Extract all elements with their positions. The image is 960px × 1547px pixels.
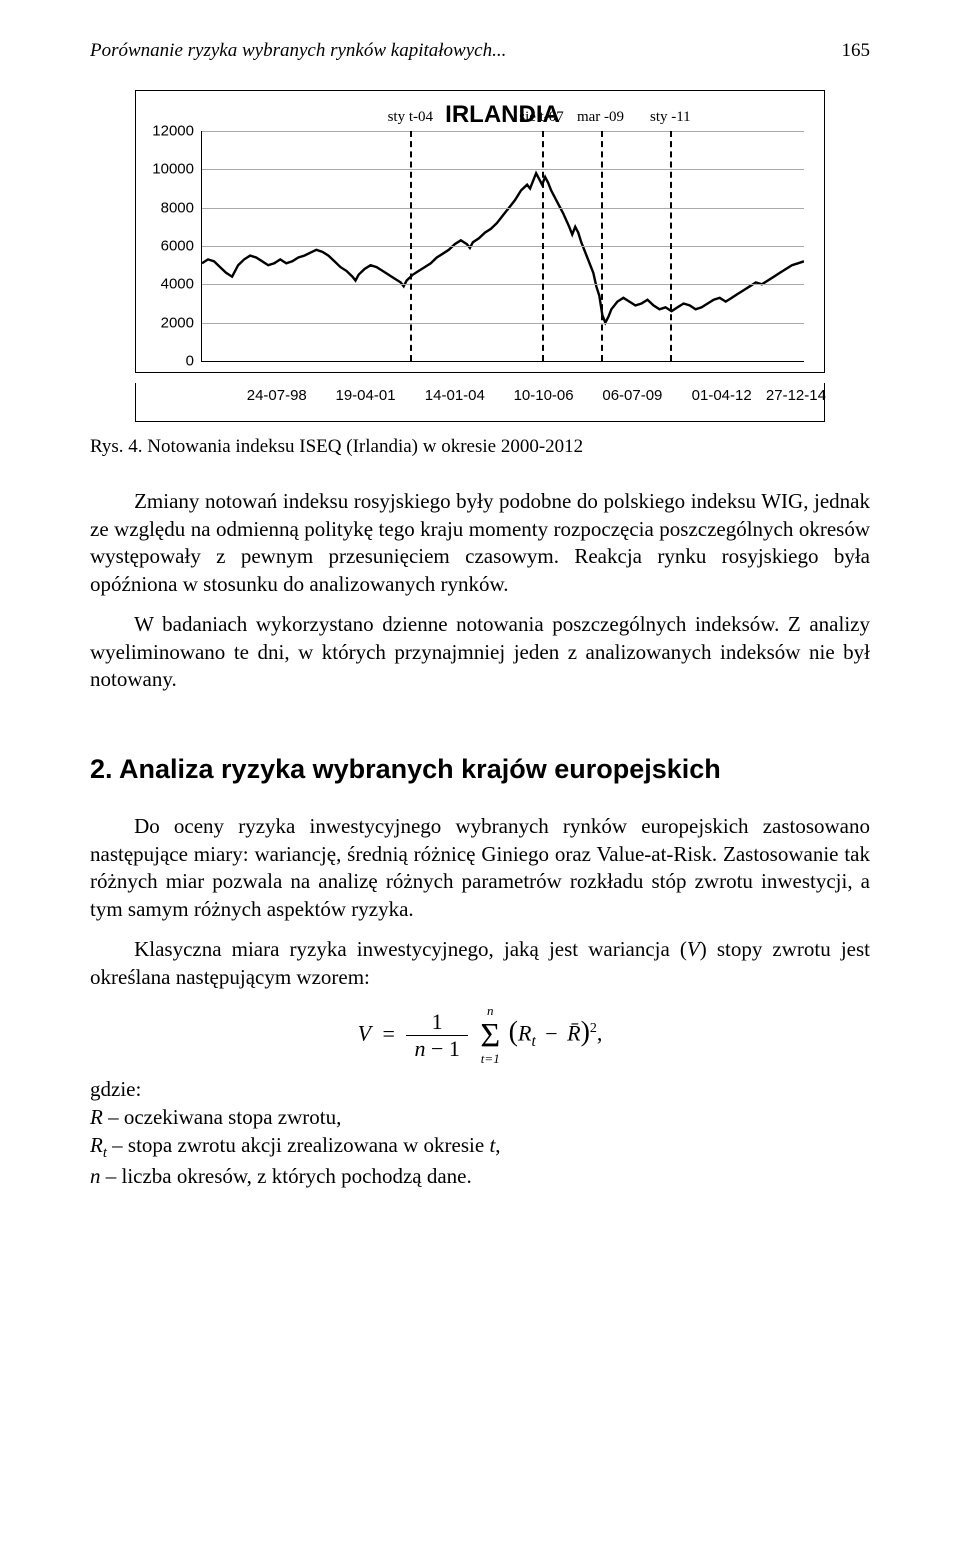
gridline <box>202 284 804 285</box>
y-tick-label: 4000 <box>161 276 194 293</box>
where-line-1: R – oczekiwana stopa zwrotu, <box>90 1104 870 1132</box>
formula-eq: = <box>383 1021 395 1046</box>
denom-n: n <box>414 1036 425 1061</box>
p4-var-symbol: V <box>687 937 700 961</box>
formula-denominator: n − 1 <box>406 1036 467 1062</box>
x-tick-label: 24-07-98 <box>247 387 307 404</box>
section-heading: 2. Analiza ryzyka wybranych krajów europ… <box>90 754 870 785</box>
chart-event-label: sty -11 <box>650 109 691 126</box>
formula-rt-sub: t <box>531 1033 535 1050</box>
y-tick-label: 0 <box>186 353 194 370</box>
x-tick-label: 27-12-14 <box>766 387 826 404</box>
where-l2-txt: – stopa zwrotu akcji zrealizowana w okre… <box>107 1133 490 1157</box>
where-l3-txt: – liczba okresów, z których pochodzą dan… <box>101 1164 472 1188</box>
where-block: gdzie: R – oczekiwana stopa zwrotu, Rt –… <box>90 1076 870 1191</box>
formula-lhs: V <box>358 1021 371 1046</box>
formula-minus: − <box>545 1021 557 1046</box>
event-vline <box>410 131 412 361</box>
x-tick-label: 10-10-06 <box>514 387 574 404</box>
denom-one: 1 <box>449 1036 460 1061</box>
gridline <box>202 208 804 209</box>
y-tick-label: 2000 <box>161 314 194 331</box>
chart-event-label: sty t-04 <box>388 109 433 126</box>
x-tick-label: 14-01-04 <box>425 387 485 404</box>
sum-lower: t=1 <box>481 1051 500 1067</box>
body-paragraph-3: Do oceny ryzyka inwestycyjnego wybranych… <box>90 813 870 924</box>
x-tick-label: 06-07-09 <box>602 387 662 404</box>
body-paragraph-1: Zmiany notowań indeksu rosyjskiego były … <box>90 488 870 599</box>
formula-sum: n Σ t=1 <box>480 1017 500 1055</box>
chart-event-label: mar -09 <box>577 109 624 126</box>
event-vline <box>601 131 603 361</box>
running-header: Porównanie ryzyka wybranych rynków kapit… <box>90 40 870 62</box>
series-line <box>202 173 804 323</box>
paren-open: ( <box>509 1017 518 1048</box>
y-tick-label: 6000 <box>161 238 194 255</box>
plot-area: 020004000600080001000012000sty t-04sie t… <box>201 131 804 362</box>
where-line-3: n – liczba okresów, z których pochodzą d… <box>90 1163 870 1191</box>
formula-fraction: 1 n − 1 <box>406 1009 467 1062</box>
variance-formula: V = 1 n − 1 n Σ t=1 (Rt − R̄)2, <box>90 1009 870 1062</box>
gridline <box>202 323 804 324</box>
y-tick-label: 12000 <box>152 123 194 140</box>
event-vline <box>542 131 544 361</box>
where-rt: R <box>90 1133 103 1157</box>
where-label: gdzie: <box>90 1076 870 1104</box>
formula-comma: , <box>597 1021 603 1046</box>
event-vline <box>670 131 672 361</box>
x-axis-labels: 24-07-9819-04-0114-01-0410-10-0606-07-09… <box>266 387 804 415</box>
formula-rbar: R̄ <box>567 1021 580 1046</box>
body-paragraph-4: Klasyczna miara ryzyka inwestycyjnego, j… <box>90 936 870 991</box>
body-paragraph-2: W badaniach wykorzystano dzienne notowan… <box>90 611 870 694</box>
where-n: n <box>90 1164 101 1188</box>
figure-caption: Rys. 4. Notowania indeksu ISEQ (Irlandia… <box>90 436 870 458</box>
gridline <box>202 246 804 247</box>
x-axis-frame: 24-07-98 19-04-01 14-01-04 10-10-06 06-07-09… <box>135 383 825 422</box>
where-l2-end: , <box>495 1133 500 1157</box>
p4-prefix: Klasyczna miara ryzyka inwestycyjnego, j… <box>134 937 687 961</box>
gridline <box>202 131 804 132</box>
page: Porównanie ryzyka wybranych rynków kapit… <box>0 0 960 1251</box>
denom-minus: − <box>431 1036 443 1061</box>
where-line-2: Rt – stopa zwrotu akcji zrealizowana w o… <box>90 1132 870 1164</box>
where-l1-txt: – oczekiwana stopa zwrotu, <box>103 1105 342 1129</box>
gridline <box>202 169 804 170</box>
chart-container: IRLANDIA 020004000600080001000012000sty … <box>90 90 870 422</box>
x-tick-label: 19-04-01 <box>335 387 395 404</box>
paren-close: ) <box>581 1017 590 1048</box>
chart-header-row: IRLANDIA <box>201 101 804 131</box>
x-tick-label: 01-04-12 <box>692 387 752 404</box>
page-number: 165 <box>842 40 871 62</box>
formula-rt: R <box>518 1021 531 1046</box>
formula-numerator: 1 <box>406 1009 467 1036</box>
running-title: Porównanie ryzyka wybranych rynków kapit… <box>90 40 506 62</box>
sum-upper: n <box>487 1003 494 1019</box>
y-tick-label: 8000 <box>161 199 194 216</box>
formula-squared: 2 <box>590 1022 597 1037</box>
chart-frame: IRLANDIA 020004000600080001000012000sty … <box>135 90 825 373</box>
chart-event-label: sie t-07 <box>519 109 564 126</box>
where-r: R <box>90 1105 103 1129</box>
y-tick-label: 10000 <box>152 161 194 178</box>
